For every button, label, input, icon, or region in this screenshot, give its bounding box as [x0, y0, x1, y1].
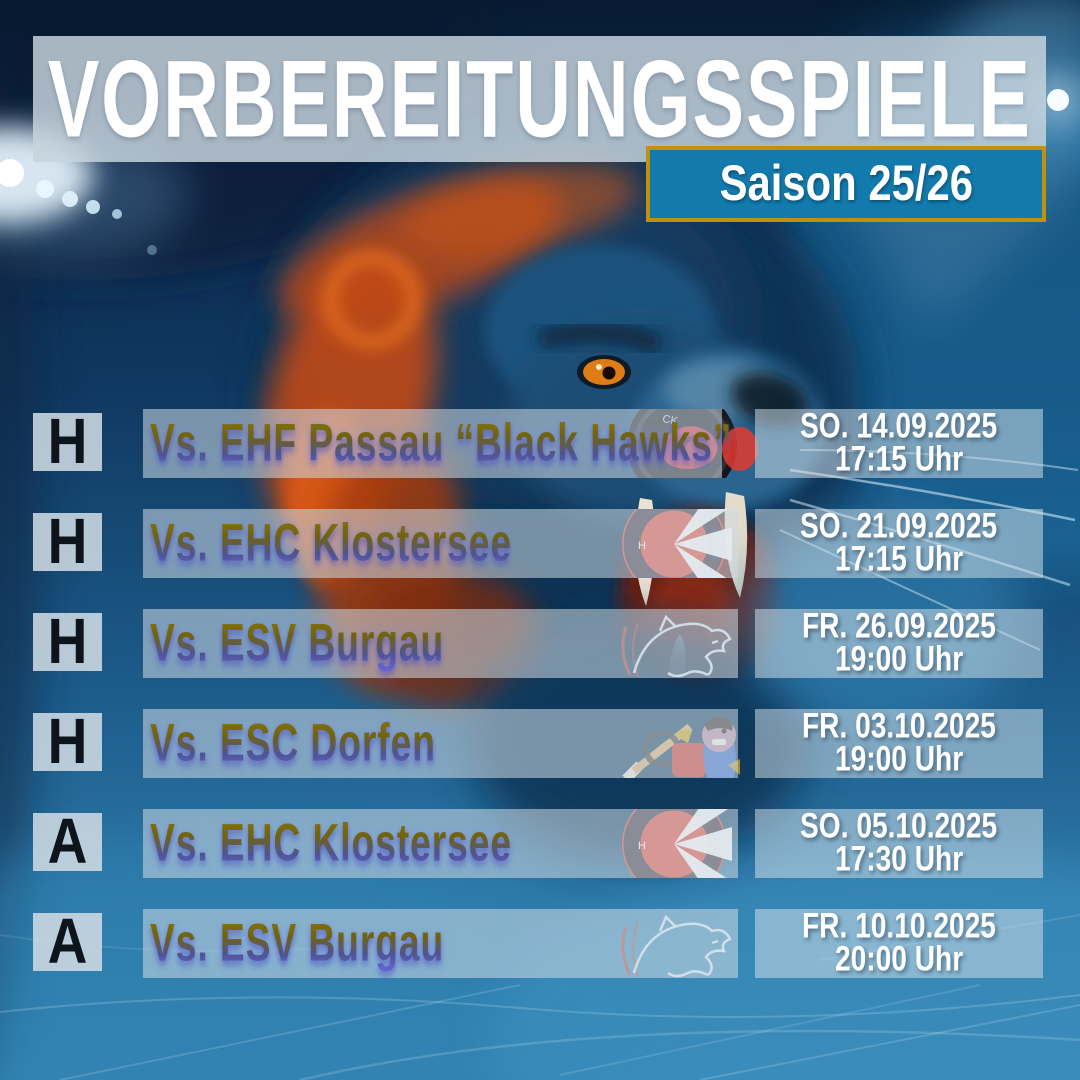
opponent-name: Vs. EHC Klostersee: [150, 513, 513, 572]
match-time: 17:15 Uhr: [834, 440, 964, 479]
venue-letter: H: [47, 506, 88, 578]
title-banner: VORBEREITUNGSSPIELE: [33, 36, 1046, 162]
match-time: 19:00 Uhr: [834, 640, 964, 679]
match-time: 17:30 Uhr: [834, 840, 964, 879]
schedule-band: SO. 05.10.2025 17:30 Uhr: [755, 807, 1043, 879]
season-label: Saison 25/26: [719, 155, 973, 212]
venue-box: H: [33, 707, 102, 777]
venue-box: H: [33, 507, 102, 577]
match-row: H Vs. ESC Dorfen FR. 03.10.2025 19:00 Uh…: [0, 707, 1080, 779]
venue-box: A: [33, 907, 102, 977]
venue-box: H: [33, 607, 102, 677]
schedule-band: FR. 03.10.2025 19:00 Uhr: [755, 707, 1043, 779]
match-time: 20:00 Uhr: [834, 940, 964, 979]
opponent-name: Vs. ESV Burgau: [150, 613, 445, 672]
match-row: H CK Vs. EHF Passau “Black Hawks” SO. 14…: [0, 407, 1080, 479]
match-date: SO. 21.09.2025: [800, 507, 998, 546]
opponent-band: [143, 809, 738, 878]
schedule-band: FR. 10.10.2025 20:00 Uhr: [755, 907, 1043, 979]
venue-letter: H: [47, 706, 88, 778]
season-badge: Saison 25/26: [646, 146, 1046, 222]
match-row: H H Vs. EHC Klostersee SO. 21.09.2025 17…: [0, 507, 1080, 579]
opponent-name: Vs. ESV Burgau: [150, 913, 445, 972]
ice-scratches: [0, 914, 1080, 1080]
lion-ear: [323, 251, 421, 349]
schedule-band: FR. 26.09.2025 19:00 Uhr: [755, 607, 1043, 679]
opponent-name: Vs. EHC Klostersee: [150, 813, 513, 872]
match-row: A H Vs. EHC Klostersee SO. 05.10.2025 17…: [0, 807, 1080, 879]
match-date: SO. 14.09.2025: [800, 407, 998, 446]
match-date: FR. 03.10.2025: [802, 707, 996, 746]
opponent-name: Vs. EHF Passau “Black Hawks”: [150, 413, 733, 472]
match-row: H Vs. ESV Burgau FR. 26.09.2025 19:00 Uh…: [0, 607, 1080, 679]
venue-letter: H: [47, 406, 88, 478]
venue-letter: A: [47, 906, 88, 978]
opponent-band: [143, 409, 722, 478]
match-time: 19:00 Uhr: [834, 740, 964, 779]
opponent-band: [143, 709, 738, 778]
match-date: SO. 05.10.2025: [800, 807, 998, 846]
schedule-band: SO. 14.09.2025 17:15 Uhr: [755, 407, 1043, 479]
poster-title: VORBEREITUNGSSPIELE: [47, 37, 1032, 160]
match-time: 17:15 Uhr: [834, 540, 964, 579]
schedule-band: SO. 21.09.2025 17:15 Uhr: [755, 507, 1043, 579]
opponent-band: [143, 909, 738, 978]
match-row: A Vs. ESV Burgau FR. 10.10.2025 20:00 Uh…: [0, 907, 1080, 979]
venue-box: A: [33, 807, 102, 877]
match-date: FR. 10.10.2025: [802, 907, 996, 946]
opponent-band: [143, 509, 738, 578]
opponent-band: [143, 609, 738, 678]
venue-box: H: [33, 407, 102, 477]
match-date: FR. 26.09.2025: [802, 607, 996, 646]
venue-letter: A: [47, 806, 88, 878]
venue-letter: H: [47, 606, 88, 678]
opponent-name: Vs. ESC Dorfen: [150, 713, 436, 772]
